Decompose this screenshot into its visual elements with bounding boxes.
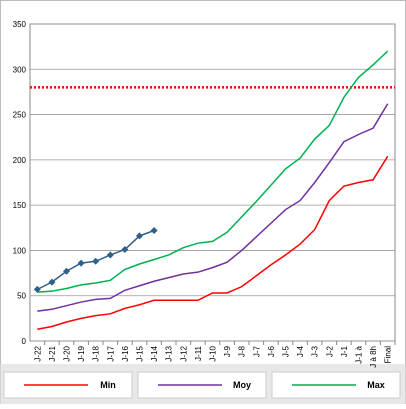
x-tick-label: J-3 xyxy=(311,345,320,357)
x-tick-label: J-21 xyxy=(48,345,57,361)
x-tick-label: Final xyxy=(384,346,393,364)
y-tick-label: 350 xyxy=(13,20,27,29)
x-tick-label: J à 8h xyxy=(369,346,378,368)
series-line xyxy=(37,155,389,330)
legend-label: Min xyxy=(100,380,116,390)
x-tick-label: J-1 xyxy=(340,345,349,357)
y-tick-label: 100 xyxy=(13,246,27,255)
x-tick-label: J-14 xyxy=(150,345,159,361)
data-point xyxy=(121,246,129,254)
data-point xyxy=(106,251,114,259)
x-tick-label: J-5 xyxy=(282,345,291,357)
x-tick-label: J-13 xyxy=(165,345,174,361)
y-tick-label: 300 xyxy=(13,65,27,74)
x-tick-label: J-2 xyxy=(325,345,334,357)
y-tick-label: 0 xyxy=(22,337,27,346)
x-tick-label: J-1 à xyxy=(355,345,364,363)
y-tick-label: 250 xyxy=(13,111,27,120)
series-line xyxy=(37,50,389,293)
y-tick-label: 150 xyxy=(13,201,27,210)
x-tick-label: J-7 xyxy=(252,345,261,357)
series-line xyxy=(37,103,389,312)
x-tick-label: J-11 xyxy=(194,345,203,361)
x-tick-label: J-16 xyxy=(121,345,130,361)
data-point xyxy=(77,259,85,267)
y-tick-label: 50 xyxy=(17,292,26,301)
data-point xyxy=(136,232,143,240)
x-tick-label: J-12 xyxy=(179,345,188,361)
x-tick-label: J-19 xyxy=(77,345,86,361)
x-tick-label: J-9 xyxy=(223,345,232,357)
x-tick-label: J-15 xyxy=(136,345,145,361)
legend-label: Moy xyxy=(233,380,251,390)
x-tick-label: J-4 xyxy=(296,345,305,357)
y-tick-label: 200 xyxy=(13,156,27,165)
data-point xyxy=(63,267,70,275)
data-point xyxy=(150,227,158,235)
x-tick-label: J-10 xyxy=(209,345,218,361)
data-point xyxy=(33,285,41,293)
x-tick-label: J-6 xyxy=(267,345,276,357)
x-tick-label: J-8 xyxy=(238,345,247,357)
x-tick-label: J-22 xyxy=(33,345,42,361)
x-tick-label: J-18 xyxy=(92,345,101,361)
x-tick-label: J-17 xyxy=(106,345,115,361)
data-point xyxy=(48,278,56,286)
x-tick-label: J-20 xyxy=(63,345,72,361)
legend-label: Max xyxy=(367,380,385,390)
data-point xyxy=(92,257,100,265)
